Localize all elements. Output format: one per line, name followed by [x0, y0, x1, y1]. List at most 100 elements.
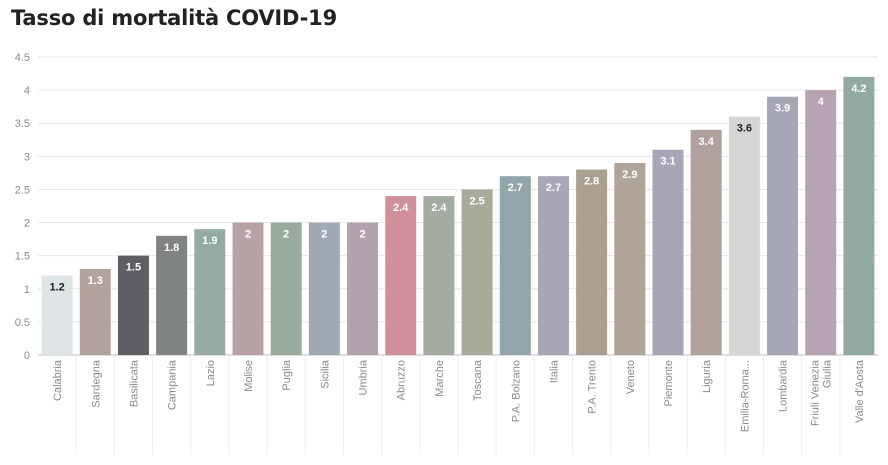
- bar: [385, 196, 417, 355]
- y-tick-label: 0: [24, 350, 30, 362]
- bar: [270, 222, 302, 355]
- bar: [79, 268, 111, 355]
- x-tick-label-line: Italia: [548, 359, 560, 383]
- y-tick-label: 2.5: [15, 184, 30, 196]
- x-tick-label-line: Emilia-Roma...: [739, 360, 751, 432]
- bar: [423, 196, 455, 355]
- x-tick-label-line: Marche: [434, 360, 446, 397]
- x-tick-label: Lazio: [205, 360, 217, 386]
- bar: [308, 222, 340, 355]
- bar: [194, 229, 226, 355]
- data-label: 2.8: [584, 176, 599, 188]
- x-tick-label-line: Basilicata: [128, 359, 140, 407]
- data-label: 3.4: [699, 136, 715, 148]
- data-label: 4.2: [851, 83, 866, 95]
- bar: [499, 176, 531, 355]
- data-label: 1.9: [202, 235, 217, 247]
- bar: [728, 116, 760, 355]
- x-tick-label-line: Veneto: [625, 360, 637, 394]
- x-tick-label-line: Liguria: [701, 359, 713, 393]
- data-label: 3.9: [775, 103, 790, 115]
- y-tick-label: 4.5: [15, 52, 30, 64]
- x-tick-label: Piemonte: [663, 360, 675, 406]
- bar: [156, 235, 188, 355]
- data-label: 3.1: [660, 156, 675, 168]
- bar: [537, 176, 569, 355]
- data-label: 2.5: [469, 195, 484, 207]
- x-tick-label-line: Sicilia: [319, 359, 331, 389]
- bar: [576, 169, 608, 355]
- y-tick-label: 3.5: [15, 118, 30, 130]
- x-tick-label: Marche: [434, 360, 446, 397]
- x-tick-label: Abruzzo: [396, 360, 408, 400]
- bar: [347, 222, 379, 355]
- x-tick-label: Emilia-Roma...: [739, 360, 751, 432]
- bar: [843, 76, 875, 355]
- x-tick-label: Veneto: [625, 360, 637, 394]
- x-tick-label: Friuli Venezia Giulia: [810, 359, 834, 426]
- x-tick-label-line: Lazio: [205, 360, 217, 386]
- data-label: 4: [818, 96, 825, 108]
- y-tick-label: 1.5: [15, 251, 30, 263]
- y-tick-label: 1: [24, 284, 30, 296]
- bar: [690, 129, 722, 355]
- bar: [805, 90, 837, 355]
- x-tick-label-line: Friuli Venezia: [810, 359, 822, 426]
- x-tick-label: Sicilia: [319, 359, 331, 389]
- x-tick-label: P.A. Trento: [587, 360, 599, 414]
- x-tick-label-line: Toscana: [472, 359, 484, 401]
- y-tick-label: 2: [24, 218, 30, 230]
- x-tick-label-line: Calabria: [52, 359, 64, 401]
- x-tick-label-line: Campania: [167, 359, 179, 410]
- data-label: 3.6: [737, 123, 752, 135]
- x-tick-label-line: P.A. Bolzano: [510, 360, 522, 422]
- x-tick-label: Toscana: [472, 359, 484, 401]
- x-tick-label: Italia: [548, 359, 560, 383]
- bar: [461, 189, 493, 355]
- data-label: 2: [245, 229, 251, 241]
- y-tick-label: 3: [24, 151, 30, 163]
- x-tick-label: Liguria: [701, 359, 713, 393]
- x-tick-label: Lombardia: [778, 359, 790, 412]
- data-label: 1.8: [164, 242, 179, 254]
- x-tick-label-line: Lombardia: [778, 359, 790, 412]
- bar: [117, 255, 149, 355]
- x-tick-label: Puglia: [281, 359, 293, 390]
- bar: [232, 222, 264, 355]
- bar: [41, 275, 73, 355]
- x-tick-label-line: Valle d'Aosta: [854, 359, 866, 423]
- data-label: 2.4: [431, 202, 447, 214]
- x-tick-label: Basilicata: [128, 359, 140, 407]
- chart-title: Tasso di mortalità COVID-19: [11, 6, 337, 30]
- data-label: 2.7: [508, 182, 523, 194]
- data-label: 2.9: [622, 169, 637, 181]
- data-label: 1.5: [126, 262, 141, 274]
- y-tick-label: 4: [24, 85, 30, 97]
- x-tick-label-line: P.A. Trento: [587, 360, 599, 414]
- data-label: 2.4: [393, 202, 409, 214]
- x-tick-label-line: Molise: [243, 360, 255, 392]
- x-tick-label: P.A. Bolzano: [510, 360, 522, 422]
- data-label: 1.2: [49, 282, 64, 294]
- x-tick-label: Valle d'Aosta: [854, 359, 866, 423]
- data-label: 2: [359, 229, 365, 241]
- x-tick-label: Sardegna: [90, 359, 102, 408]
- data-label: 1.3: [88, 275, 103, 287]
- x-tick-label-line: Sardegna: [90, 359, 102, 408]
- x-tick-label: Campania: [167, 359, 179, 410]
- x-tick-label-line: Giulia: [822, 359, 834, 388]
- data-label: 2: [283, 229, 289, 241]
- bar: [652, 149, 684, 355]
- bar: [614, 162, 646, 355]
- x-tick-label-line: Umbria: [358, 359, 370, 395]
- x-tick-label: Molise: [243, 360, 255, 392]
- x-tick-label: Umbria: [358, 359, 370, 395]
- x-tick-label: Calabria: [52, 359, 64, 401]
- x-tick-label-line: Piemonte: [663, 360, 675, 406]
- y-tick-label: 0.5: [15, 317, 30, 329]
- data-label: 2.7: [546, 182, 561, 194]
- data-label: 2: [321, 229, 327, 241]
- x-tick-label-line: Abruzzo: [396, 360, 408, 400]
- bar: [767, 96, 799, 355]
